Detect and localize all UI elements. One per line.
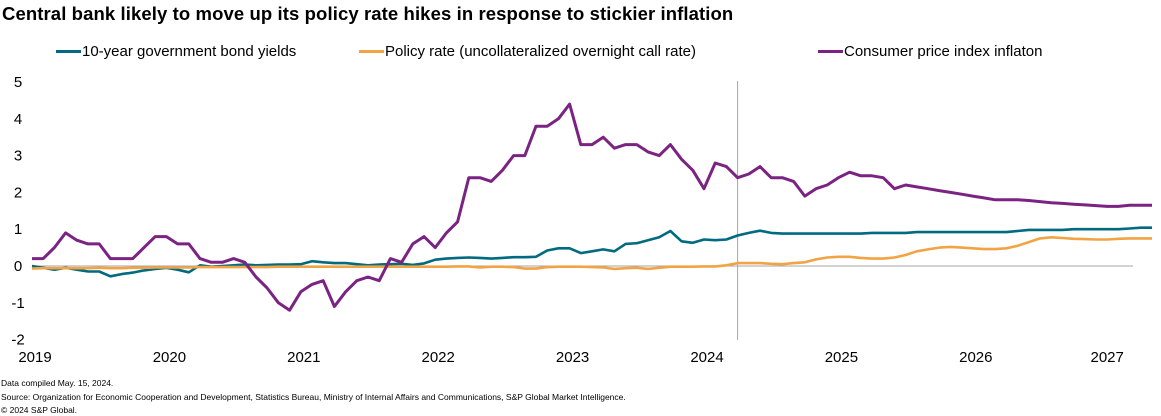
- x-tick-label: 2027: [1091, 349, 1124, 366]
- footnote-compiled: Data compiled May. 15, 2024.: [1, 378, 114, 388]
- y-tick-label: 3: [14, 148, 22, 165]
- x-tick-label: 2023: [556, 349, 589, 366]
- x-tick-label: 2026: [959, 349, 992, 366]
- series-line-cpi: [32, 102, 1152, 312]
- y-tick-label: 5: [14, 74, 22, 91]
- series-lines: [31, 102, 1152, 312]
- footnote-copyright: © 2024 S&P Global.: [1, 405, 78, 415]
- legend-label-cpi: Consumer price index inflaton: [844, 43, 1043, 60]
- footnote-source: Source: Organization for Economic Cooper…: [1, 392, 626, 402]
- legend-item-cpi: Consumer price index inflaton: [818, 43, 1042, 60]
- chart-title: Central bank likely to move up its polic…: [2, 3, 734, 24]
- x-tick-label: 2019: [18, 349, 51, 366]
- y-tick-label: 2: [14, 184, 22, 201]
- y-tick-label: 0: [14, 258, 22, 275]
- y-tick-label: -2: [11, 332, 24, 349]
- legend-swatch-bond-yields: [56, 50, 81, 53]
- legend-swatch-cpi: [818, 50, 843, 53]
- x-tick-label: 2021: [287, 349, 320, 366]
- legend-swatch-policy-rate: [359, 50, 384, 53]
- x-tick-label: 2022: [422, 349, 455, 366]
- legend-item-bond-yields: 10-year government bond yields: [56, 43, 296, 60]
- x-tick-label: 2020: [153, 349, 186, 366]
- y-tick-label: -1: [11, 295, 24, 312]
- y-tick-label: 4: [14, 111, 22, 128]
- legend-label-bond-yields: 10-year government bond yields: [82, 43, 297, 60]
- x-tick-label: 2025: [825, 349, 858, 366]
- y-axis: 5 4 3 2 1 0 -1 -2: [11, 74, 24, 349]
- legend-item-policy-rate: Policy rate (uncollateralized overnight …: [359, 43, 696, 60]
- x-tick-label: 2024: [690, 349, 723, 366]
- y-tick-label: 1: [14, 221, 22, 238]
- series-line-bond-yields: [31, 226, 1152, 278]
- legend-label-policy-rate: Policy rate (uncollateralized overnight …: [385, 43, 696, 60]
- series-line-policy-rate: [31, 236, 1152, 271]
- x-axis: 2019 2020 2021 2022 2023 2024 2025 2026 2027: [18, 349, 1124, 366]
- legend: 10-year government bond yields Policy ra…: [0, 43, 1161, 63]
